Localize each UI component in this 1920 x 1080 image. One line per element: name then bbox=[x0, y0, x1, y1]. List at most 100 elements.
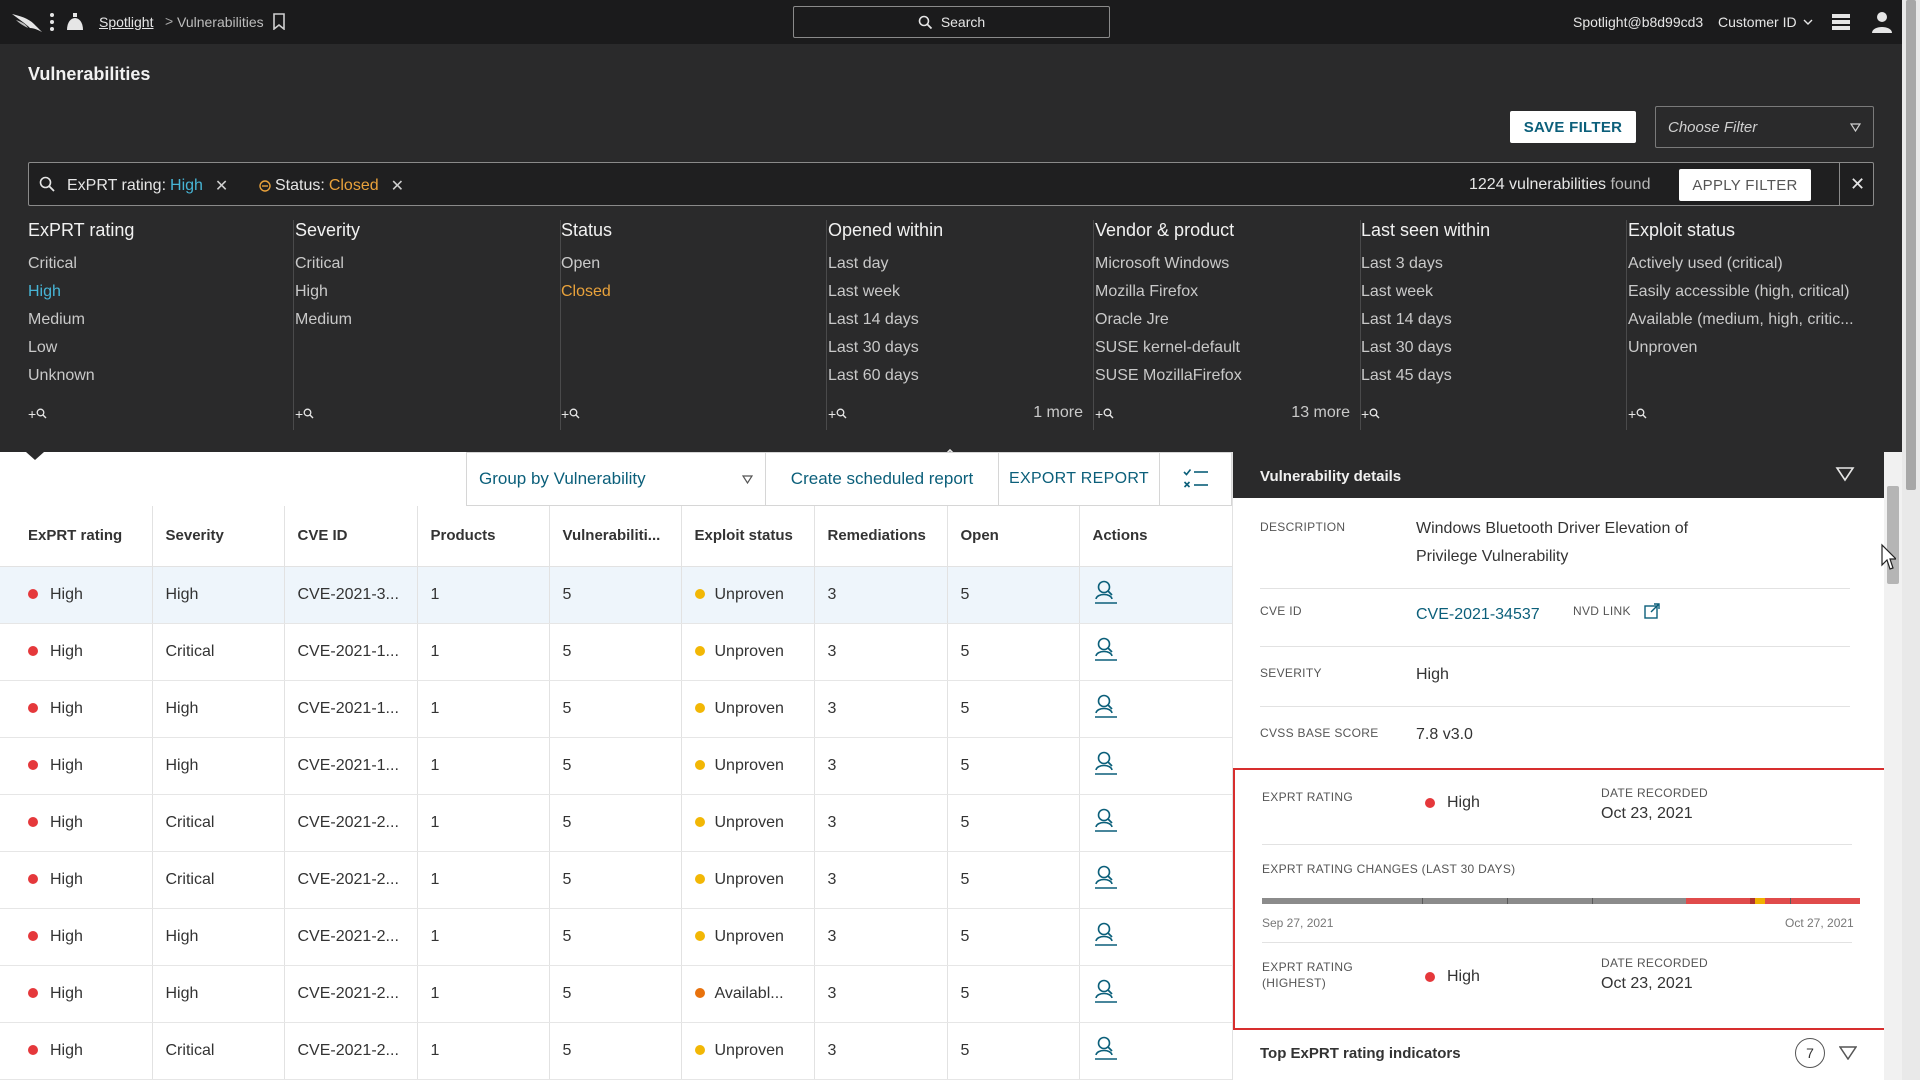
facet-option[interactable]: Last 14 days bbox=[1361, 311, 1452, 328]
table-row[interactable]: High Critical CVE-2021-1... 1 5 Unproven 3 5 bbox=[0, 623, 1233, 681]
facet-option[interactable]: Unknown bbox=[28, 367, 95, 384]
column-header[interactable]: ExPRT rating bbox=[0, 506, 153, 567]
save-filter-button[interactable]: SAVE FILTER bbox=[1510, 111, 1636, 143]
view-hosts-icon[interactable] bbox=[1093, 750, 1119, 776]
facet-option[interactable]: Last week bbox=[828, 283, 901, 300]
facet-option[interactable]: Last 3 days bbox=[1361, 255, 1443, 272]
falcon-logo-icon[interactable] bbox=[10, 10, 44, 34]
remove-chip-icon[interactable]: ✕ bbox=[214, 178, 229, 195]
user-account-label[interactable]: Spotlight@b8d99cd3 bbox=[1573, 14, 1704, 30]
choose-filter-dropdown[interactable]: Choose Filter bbox=[1655, 106, 1874, 148]
facet-option[interactable]: Oracle Jre bbox=[1095, 311, 1169, 328]
add-facet-search-button[interactable]: + bbox=[1361, 406, 1380, 422]
exprt-rating-value: High bbox=[1425, 794, 1480, 812]
table-row[interactable]: High Critical CVE-2021-2... 1 5 Unproven 3 5 bbox=[0, 794, 1233, 852]
group-by-dropdown[interactable]: Group by Vulnerability bbox=[466, 452, 766, 506]
facet-option[interactable]: Unproven bbox=[1628, 339, 1698, 356]
facet-option[interactable]: Low bbox=[28, 339, 58, 356]
facet-option[interactable]: Available (medium, high, critic... bbox=[1628, 311, 1854, 328]
facet-option[interactable]: SUSE kernel-default bbox=[1095, 339, 1240, 356]
add-facet-search-button[interactable]: + bbox=[295, 406, 314, 422]
facet-option[interactable]: Last 30 days bbox=[828, 339, 919, 356]
facet-option[interactable]: Microsoft Windows bbox=[1095, 255, 1230, 272]
facet-option[interactable]: Critical bbox=[295, 255, 344, 272]
spotlight-app-icon[interactable] bbox=[63, 10, 87, 34]
view-hosts-icon[interactable] bbox=[1093, 864, 1119, 890]
add-facet-search-button[interactable]: + bbox=[28, 406, 47, 422]
table-row[interactable]: High High CVE-2021-3... 1 5 Unproven 3 5 bbox=[0, 566, 1233, 624]
page-scrollbar-thumb[interactable] bbox=[1906, 0, 1916, 490]
view-hosts-icon[interactable] bbox=[1093, 1035, 1119, 1061]
column-header[interactable]: Actions bbox=[1079, 506, 1233, 567]
table-row[interactable]: High High CVE-2021-1... 1 5 Unproven 3 5 bbox=[0, 680, 1233, 738]
view-hosts-icon[interactable] bbox=[1093, 978, 1119, 1004]
facet-option[interactable]: Closed bbox=[561, 283, 611, 300]
cve-id-link[interactable]: CVE-2021-34537 bbox=[1416, 606, 1540, 623]
column-header[interactable]: Products bbox=[417, 506, 550, 567]
facet-option[interactable]: Easily accessible (high, critical) bbox=[1628, 283, 1850, 300]
facet-option[interactable]: Last 30 days bbox=[1361, 339, 1452, 356]
active-filter-bar[interactable]: ExPRT rating: High ✕ Status: Closed ✕ 12… bbox=[28, 162, 1874, 206]
facet-more-link[interactable]: 1 more bbox=[1033, 404, 1083, 421]
facet-option[interactable]: Last 60 days bbox=[828, 367, 919, 384]
apply-filter-button[interactable]: APPLY FILTER bbox=[1679, 169, 1811, 201]
view-hosts-icon[interactable] bbox=[1093, 807, 1119, 833]
add-facet-search-button[interactable]: + bbox=[1628, 406, 1647, 422]
view-hosts-icon[interactable] bbox=[1093, 636, 1119, 662]
global-search-button[interactable]: Search bbox=[793, 6, 1110, 38]
facet-option[interactable]: Last day bbox=[828, 255, 889, 272]
view-hosts-icon[interactable] bbox=[1093, 693, 1119, 719]
facet-option[interactable]: High bbox=[295, 283, 328, 300]
add-facet-search-button[interactable]: + bbox=[1095, 406, 1114, 422]
column-header[interactable]: Severity bbox=[152, 506, 285, 567]
column-header[interactable]: Remediations bbox=[814, 506, 948, 567]
facet-option[interactable]: SUSE MozillaFirefox bbox=[1095, 367, 1242, 384]
profile-icon[interactable] bbox=[1870, 10, 1894, 34]
facet-option[interactable]: Medium bbox=[295, 311, 352, 328]
facet-option[interactable]: Open bbox=[561, 255, 601, 272]
view-hosts-icon[interactable] bbox=[1093, 579, 1119, 605]
collapse-triangle-icon[interactable] bbox=[1835, 466, 1855, 482]
severity-cell: High bbox=[152, 737, 285, 795]
table-row[interactable]: High High CVE-2021-2... 1 5 Unproven 3 5 bbox=[0, 908, 1233, 966]
column-header[interactable]: Vulnerabiliti... bbox=[549, 506, 682, 567]
column-header[interactable]: CVE ID bbox=[284, 506, 418, 567]
export-report-button[interactable]: EXPORT REPORT bbox=[999, 452, 1160, 506]
column-header[interactable]: Exploit status bbox=[681, 506, 815, 567]
breadcrumb-spotlight-link[interactable]: Spotlight bbox=[99, 14, 154, 30]
clear-filters-button[interactable]: ✕ bbox=[1839, 163, 1875, 205]
page-scrollbar[interactable] bbox=[1902, 0, 1920, 1080]
facet-option[interactable]: Medium bbox=[28, 311, 85, 328]
column-header[interactable]: Open bbox=[947, 506, 1080, 567]
customer-id-dropdown[interactable]: Customer ID bbox=[1718, 14, 1813, 30]
table-row[interactable]: High Critical CVE-2021-2... 1 5 Unproven 3 5 bbox=[0, 851, 1233, 909]
expand-triangle-icon[interactable] bbox=[1839, 1046, 1857, 1060]
view-hosts-icon[interactable] bbox=[1093, 921, 1119, 947]
nvd-link[interactable]: NVD LINK bbox=[1573, 602, 1661, 620]
bookmark-icon[interactable] bbox=[272, 13, 286, 30]
facet-option[interactable]: Last week bbox=[1361, 283, 1434, 300]
facet-option[interactable]: Last 14 days bbox=[828, 311, 919, 328]
facet-option[interactable]: Mozilla Firefox bbox=[1095, 283, 1199, 300]
facet-option[interactable]: Last 45 days bbox=[1361, 367, 1452, 384]
notifications-icon[interactable] bbox=[1830, 11, 1852, 33]
filter-chip-status[interactable]: Status: Closed ✕ bbox=[259, 176, 404, 196]
more-menu-icon[interactable] bbox=[48, 11, 56, 33]
column-chooser-button[interactable] bbox=[1160, 452, 1232, 506]
details-scrollbar[interactable] bbox=[1884, 452, 1902, 1080]
remove-chip-icon[interactable]: ✕ bbox=[390, 178, 405, 195]
add-facet-search-button[interactable]: + bbox=[561, 406, 580, 422]
rating-dot bbox=[28, 931, 38, 942]
add-facet-search-button[interactable]: + bbox=[828, 406, 847, 422]
table-row[interactable]: High Critical CVE-2021-2... 1 5 Unproven 3 5 bbox=[0, 1022, 1233, 1080]
facet-option[interactable]: High bbox=[28, 283, 61, 300]
create-scheduled-report-button[interactable]: Create scheduled report bbox=[766, 452, 999, 506]
table-row[interactable]: High High CVE-2021-1... 1 5 Unproven 3 5 bbox=[0, 737, 1233, 795]
table-row[interactable]: High High CVE-2021-2... 1 5 Availabl... 3 5 bbox=[0, 965, 1233, 1023]
exploit-text: Unproven bbox=[714, 756, 784, 774]
facet-option[interactable]: Actively used (critical) bbox=[1628, 255, 1783, 272]
rating-changes-timeline[interactable] bbox=[1262, 898, 1860, 904]
filter-chip-exprt-rating[interactable]: ExPRT rating: High ✕ bbox=[67, 176, 228, 196]
facet-option[interactable]: Critical bbox=[28, 255, 77, 272]
facet-more-link[interactable]: 13 more bbox=[1291, 404, 1350, 421]
